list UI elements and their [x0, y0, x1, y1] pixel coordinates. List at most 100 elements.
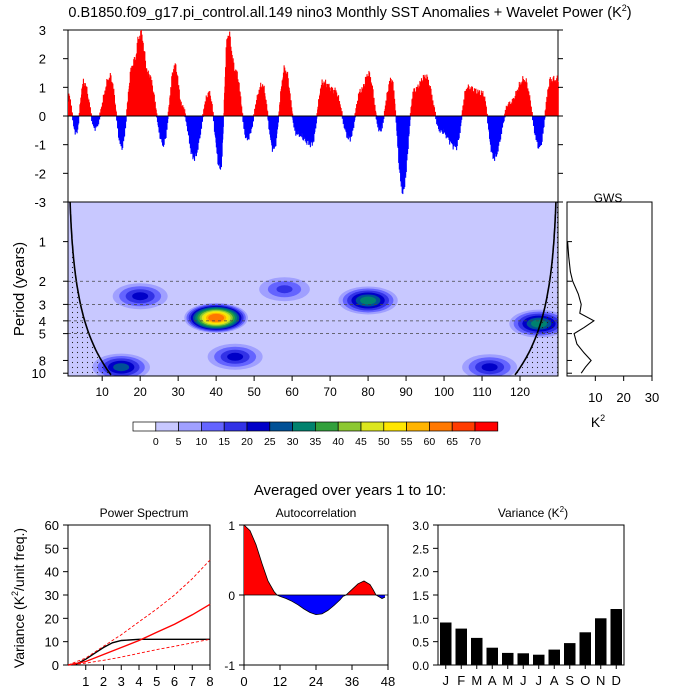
colorbar-label: 10	[196, 436, 208, 448]
anomaly-bar	[91, 116, 93, 122]
power-spectrum-y-label: Variance (K2/unit freq.)	[10, 528, 27, 668]
anomaly-bar	[436, 116, 438, 125]
period-tick-label: 8	[39, 353, 46, 368]
anomaly-bar	[184, 113, 186, 116]
variance-bar	[455, 628, 467, 665]
gws-x-tick-label: 30	[645, 390, 659, 405]
anomaly-bar	[434, 113, 436, 116]
ps-x-tick-label: 5	[153, 674, 160, 689]
anomaly-bar	[409, 116, 411, 120]
wavelet-y-label: Period (years)	[11, 242, 28, 336]
year-tick-label: 40	[209, 385, 223, 399]
anomaly-bar	[374, 104, 376, 116]
anomaly-bar	[241, 106, 243, 116]
mv-y-tick-label: 2.5	[412, 542, 429, 556]
anomaly-bar	[98, 116, 100, 125]
gws-x-label: K2	[591, 413, 605, 430]
anomaly-bar	[342, 116, 344, 118]
power-contour	[113, 363, 130, 372]
anomaly-bar	[381, 116, 383, 129]
anomaly-bar	[115, 109, 117, 116]
mv-x-tick-label: A	[550, 673, 559, 688]
anomaly-bar	[211, 101, 213, 116]
monthly-variance-axes: 0.00.51.01.52.02.53.0J F M A M J J A S O N D	[412, 519, 621, 688]
autocorrelation-curve	[243, 524, 386, 616]
anomaly-bar	[315, 116, 317, 129]
ps-x-tick-label: 2	[100, 674, 107, 689]
mv-y-tick-label: 1.5	[412, 589, 429, 603]
colorbar-label: 50	[378, 436, 390, 448]
ps-x-tick-label: 7	[189, 674, 196, 689]
ac-y-tick-label: 1	[228, 519, 235, 533]
autocorrelation-axes: -1 0 1 0 12 24 36 48	[224, 519, 395, 689]
mv-x-tick-label: J	[443, 673, 450, 688]
anomaly-bar	[501, 116, 504, 128]
anomaly-bar	[266, 109, 268, 116]
colorbar-swatch	[178, 421, 202, 432]
anomaly-bar	[212, 111, 214, 116]
ps-x-tick-label: 6	[171, 674, 178, 689]
year-tick-label: 100	[434, 385, 454, 399]
anomaly-bar	[504, 116, 506, 118]
wavelet-period-gridlines	[68, 280, 558, 334]
anomaly-bar	[90, 113, 92, 116]
colorbar-label: 25	[264, 436, 276, 448]
variance-bar	[486, 647, 498, 665]
mv-x-tick-label: M	[502, 673, 513, 688]
anomaly-bar	[342, 116, 344, 125]
ac-x-tick-label: 48	[381, 674, 395, 689]
gws-title: GWS	[594, 191, 623, 205]
anomaly-bar	[70, 105, 72, 116]
anomaly-bar	[267, 111, 269, 116]
year-tick-label: 60	[285, 385, 299, 399]
anomaly-bar	[155, 110, 157, 116]
anomaly-bar	[409, 113, 411, 116]
anomaly-bar	[291, 111, 293, 116]
anomaly-bar	[185, 116, 187, 122]
anomaly-bar	[315, 116, 317, 124]
y-tick-label: 2	[39, 52, 46, 67]
y-tick-label: 1	[39, 80, 46, 95]
monthly-variance-panel: Variance (K2) 0.00.51.01.52.02.53.0J F M A M…	[412, 505, 625, 688]
anomaly-bar	[504, 113, 506, 116]
power-contour	[481, 363, 498, 372]
gws-panel: GWS 10 20 30 K2	[566, 191, 659, 430]
anomaly-bar	[184, 116, 186, 118]
anomaly-bar	[435, 116, 437, 119]
anomaly-bar	[382, 116, 384, 123]
anomaly-bar	[354, 116, 356, 121]
mv-y-tick-label: 0.5	[412, 636, 429, 650]
colorbar-label: 45	[355, 436, 367, 448]
anomaly-bar	[254, 108, 256, 116]
variance-bar	[548, 649, 560, 665]
colorbar-label: 65	[446, 436, 458, 448]
y-tick-label: 0	[39, 109, 46, 124]
mv-x-tick-label: J	[536, 673, 543, 688]
anomaly-bar	[265, 99, 267, 116]
ps-y-tick-label: 30	[45, 588, 59, 603]
anomaly-bar	[222, 116, 224, 127]
period-tick-label: 2	[39, 274, 46, 289]
ps-y-tick-label: 10	[45, 635, 59, 650]
anomaly-bar	[156, 113, 158, 116]
anomaly-bar	[212, 112, 214, 116]
coi-stipple-right	[515, 202, 558, 376]
year-tick-label: 30	[171, 385, 185, 399]
anomaly-bar	[251, 116, 254, 127]
anomaly-bar	[353, 116, 355, 128]
variance-bar	[471, 637, 483, 665]
anomaly-bar	[461, 110, 463, 116]
colorbar-swatch	[337, 421, 362, 432]
variance-bar	[533, 654, 545, 665]
anomaly-bar	[71, 112, 73, 116]
year-tick-label: 50	[247, 385, 261, 399]
anomaly-bar	[394, 110, 397, 116]
variance-bar	[517, 653, 529, 665]
coi-left	[69, 202, 112, 376]
colorbar-label: 55	[401, 436, 413, 448]
mv-y-tick-label: 1.0	[412, 612, 429, 626]
anomaly-bar	[354, 116, 356, 118]
anomaly-bar	[316, 113, 318, 116]
